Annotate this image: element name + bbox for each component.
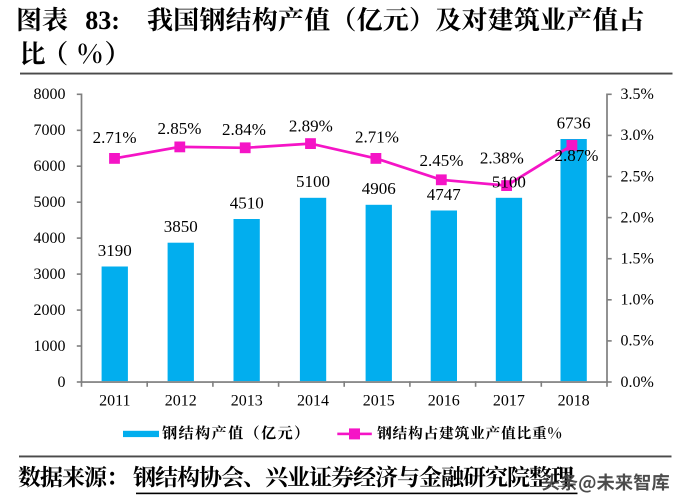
- svg-text:2014: 2014: [297, 393, 329, 410]
- svg-text:2017: 2017: [493, 393, 525, 410]
- svg-text:5000: 5000: [34, 194, 66, 211]
- svg-text:2012: 2012: [165, 393, 197, 410]
- svg-text:2000: 2000: [34, 302, 66, 319]
- svg-text:2016: 2016: [428, 393, 460, 410]
- svg-text:3.5%: 3.5%: [621, 86, 654, 103]
- svg-text:2.0%: 2.0%: [621, 209, 654, 226]
- svg-text:5100: 5100: [492, 173, 526, 192]
- svg-text:4000: 4000: [34, 230, 66, 247]
- svg-text:7000: 7000: [34, 122, 66, 139]
- svg-text:2.5%: 2.5%: [621, 168, 654, 185]
- svg-text:1000: 1000: [34, 338, 66, 355]
- svg-text:2.45%: 2.45%: [420, 151, 464, 170]
- svg-text:1.5%: 1.5%: [621, 251, 654, 268]
- svg-text:2.84%: 2.84%: [222, 120, 266, 139]
- svg-text:3.0%: 3.0%: [621, 127, 654, 144]
- svg-text:4906: 4906: [362, 179, 396, 198]
- svg-text:6000: 6000: [34, 158, 66, 175]
- svg-text:6736: 6736: [557, 113, 591, 132]
- svg-text:2.89%: 2.89%: [289, 117, 333, 136]
- svg-text:5100: 5100: [296, 172, 330, 191]
- svg-text:0: 0: [58, 374, 66, 391]
- svg-text:2018: 2018: [558, 393, 590, 410]
- svg-text:2.71%: 2.71%: [355, 128, 399, 147]
- svg-text:2011: 2011: [99, 393, 130, 410]
- svg-text:1.0%: 1.0%: [621, 292, 654, 309]
- svg-text:2.87%: 2.87%: [554, 146, 598, 165]
- svg-text:2.38%: 2.38%: [480, 149, 524, 168]
- svg-text:3850: 3850: [164, 217, 198, 236]
- svg-text:2.85%: 2.85%: [158, 119, 202, 138]
- svg-text:2013: 2013: [231, 393, 263, 410]
- svg-text:8000: 8000: [34, 86, 66, 103]
- svg-text:0.5%: 0.5%: [621, 333, 654, 350]
- svg-text:3190: 3190: [98, 241, 132, 260]
- svg-text:2015: 2015: [363, 393, 395, 410]
- svg-text:0.0%: 0.0%: [621, 374, 654, 391]
- svg-text:3000: 3000: [34, 266, 66, 283]
- svg-text:4747: 4747: [427, 185, 462, 204]
- svg-text:2.71%: 2.71%: [93, 128, 137, 147]
- svg-text:4510: 4510: [230, 193, 264, 212]
- svg-text:83:: 83:: [85, 6, 120, 35]
